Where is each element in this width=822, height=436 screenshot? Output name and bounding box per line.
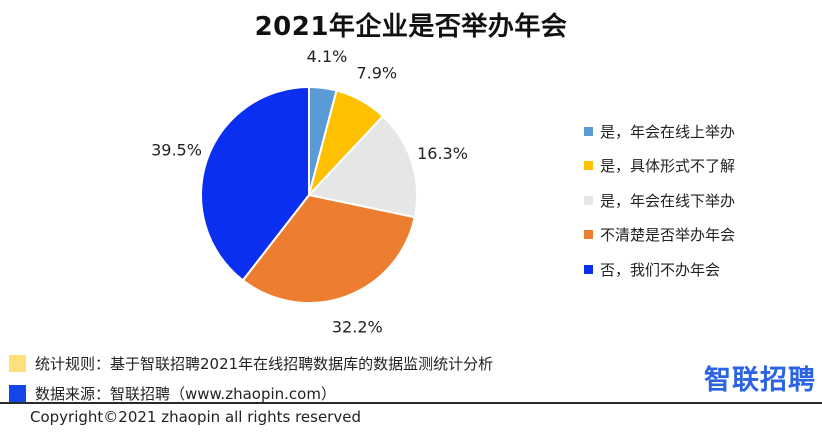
- legend-swatch: [584, 161, 593, 171]
- pie-slice-4: [241, 193, 416, 304]
- pie-value-label-2: 7.9%: [356, 64, 397, 83]
- legend-label: 是，年会在线上举办: [600, 122, 736, 141]
- pie-slice-3: [307, 114, 418, 219]
- note-statistics-rule: 统计规则：基于智联招聘2021年在线招聘数据库的数据监测统计分析: [9, 348, 493, 378]
- legend-label: 否，我们不办年会: [600, 260, 721, 279]
- legend-item-4: 不清楚是否举办年会: [584, 218, 735, 253]
- pie-value-label-5: 39.5%: [151, 141, 202, 160]
- pie-value-labels: 4.1% 7.9% 16.3% 32.2% 39.5%: [151, 47, 468, 336]
- legend-item-5: 否，我们不办年会: [584, 252, 735, 287]
- copyright-text: Copyright©2021 zhaopin all rights reserv…: [30, 408, 361, 426]
- pie-slices: [200, 85, 418, 304]
- legend-swatch: [584, 230, 593, 240]
- zhaopin-logo: 智联招聘: [704, 365, 816, 396]
- legend-swatch: [584, 264, 593, 274]
- pie-chart: 4.1% 7.9% 16.3% 32.2% 39.5%: [151, 47, 468, 336]
- footer-divider: [0, 402, 822, 404]
- legend-label: 是，年会在线下举办: [600, 191, 736, 210]
- pie-value-label-4: 32.2%: [332, 317, 383, 336]
- note-data-source: 数据来源：智联招聘（www.zhaopin.com）: [9, 378, 493, 408]
- pie-value-label-1: 4.1%: [307, 47, 348, 66]
- pie-value-label-3: 16.3%: [417, 144, 468, 163]
- notes: 统计规则：基于智联招聘2021年在线招聘数据库的数据监测统计分析 数据来源：智联…: [9, 348, 493, 408]
- note-source-text: 数据来源：智联招聘（www.zhaopin.com）: [35, 384, 336, 403]
- legend-swatch: [584, 126, 593, 136]
- note-rule-marker: [9, 354, 26, 372]
- chart-title: 2021年企业是否举办年会: [254, 12, 568, 42]
- chart-legend: 是，年会在线上举办 是，具体形式不了解 是，年会在线下举办 不清楚是否举办年会 否，我们…: [584, 114, 735, 287]
- pie-slice-5: [200, 85, 310, 282]
- legend-item-2: 是，具体形式不了解: [584, 149, 735, 184]
- legend-swatch: [584, 195, 593, 205]
- note-source-marker: [9, 384, 26, 402]
- legend-item-3: 是，年会在线下举办: [584, 183, 735, 218]
- legend-label: 不清楚是否举办年会: [600, 226, 736, 245]
- legend-label: 是，具体形式不了解: [600, 157, 736, 176]
- legend-item-1: 是，年会在线上举办: [584, 114, 735, 149]
- note-rule-text: 统计规则：基于智联招聘2021年在线招聘数据库的数据监测统计分析: [35, 354, 494, 373]
